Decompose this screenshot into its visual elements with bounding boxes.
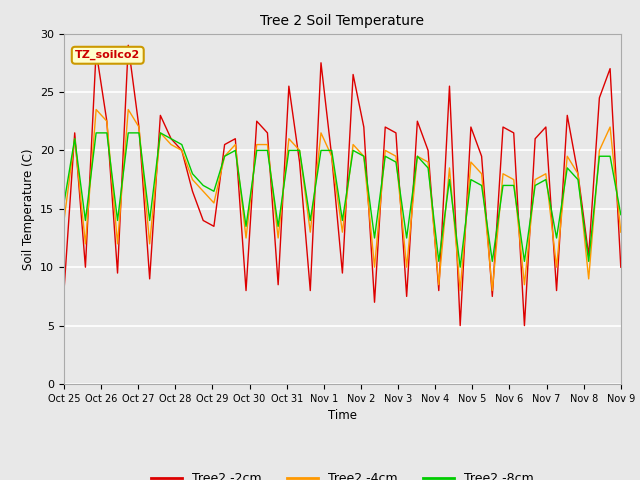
Tree2 -2cm xyxy=(221,142,228,147)
Tree2 -8cm xyxy=(424,165,432,171)
Line: Tree2 -4cm: Tree2 -4cm xyxy=(64,109,621,290)
Tree2 -2cm xyxy=(456,323,464,328)
Tree2 -2cm xyxy=(403,293,410,300)
Tree2 -8cm xyxy=(92,130,100,136)
Text: TZ_soilco2: TZ_soilco2 xyxy=(75,50,140,60)
Tree2 -4cm xyxy=(456,288,464,293)
Tree2 -8cm xyxy=(510,182,518,188)
Tree2 -4cm xyxy=(221,154,228,159)
Tree2 -8cm xyxy=(456,264,464,270)
Y-axis label: Soil Temperature (C): Soil Temperature (C) xyxy=(22,148,35,270)
Line: Tree2 -8cm: Tree2 -8cm xyxy=(64,133,621,267)
Tree2 -4cm xyxy=(392,154,400,159)
Tree2 -2cm xyxy=(617,264,625,270)
Tree2 -8cm xyxy=(60,200,68,206)
Tree2 -4cm xyxy=(510,177,518,182)
Tree2 -4cm xyxy=(403,264,410,270)
Tree2 -4cm xyxy=(92,107,100,112)
Tree2 -2cm xyxy=(510,130,518,136)
Tree2 -4cm xyxy=(617,229,625,235)
Line: Tree2 -2cm: Tree2 -2cm xyxy=(64,45,621,325)
Tree2 -8cm xyxy=(392,159,400,165)
Tree2 -8cm xyxy=(403,235,410,241)
Tree2 -2cm xyxy=(124,42,132,48)
Tree2 -2cm xyxy=(435,288,443,293)
Tree2 -2cm xyxy=(392,130,400,136)
Tree2 -2cm xyxy=(424,147,432,153)
Tree2 -4cm xyxy=(435,282,443,288)
Tree2 -4cm xyxy=(60,217,68,223)
Tree2 -2cm xyxy=(60,288,68,293)
Tree2 -4cm xyxy=(424,159,432,165)
Title: Tree 2 Soil Temperature: Tree 2 Soil Temperature xyxy=(260,14,424,28)
Legend: Tree2 -2cm, Tree2 -4cm, Tree2 -8cm: Tree2 -2cm, Tree2 -4cm, Tree2 -8cm xyxy=(146,468,539,480)
Tree2 -8cm xyxy=(617,212,625,217)
Tree2 -8cm xyxy=(221,154,228,159)
Tree2 -8cm xyxy=(435,258,443,264)
X-axis label: Time: Time xyxy=(328,409,357,422)
